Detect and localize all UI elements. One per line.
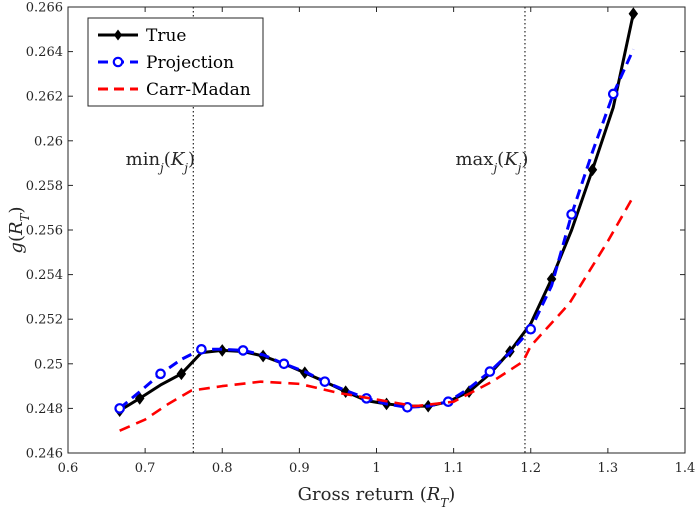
point-projection — [402, 401, 413, 413]
y-tick-label: 0.262 — [26, 90, 63, 105]
point-projection — [114, 403, 125, 414]
legend-marker — [113, 29, 123, 41]
x-tick-label: 0.8 — [212, 461, 233, 476]
x-tick-label: 0.9 — [289, 461, 310, 476]
series-layer — [114, 7, 639, 432]
series-carr-madan — [119, 195, 635, 432]
legend-label: Carr-Madan — [146, 80, 251, 100]
point-true — [587, 163, 598, 177]
point-projection — [484, 366, 496, 377]
y-tick-label: 0.25 — [34, 357, 63, 372]
annotations: minj(Kj) maxj(Kj) — [126, 149, 529, 175]
legend-marker — [112, 56, 124, 68]
x-tick-label: 1.4 — [675, 461, 696, 476]
y-tick-label: 0.258 — [26, 179, 63, 194]
point-projection — [196, 344, 207, 355]
point-projection — [566, 209, 577, 220]
y-tick-label: 0.246 — [26, 447, 63, 462]
y-tick-label: 0.252 — [26, 313, 63, 328]
min-strike-line-label: minj(Kj) — [126, 149, 195, 175]
axes: 0.6 0.7 0.8 0.9 1 1.1 1.2 1.3 1.4 0.246 0.248 0.25 0… — [6, 1, 695, 508]
legend: True Projection Carr-Madan — [87, 17, 264, 107]
point-projection — [607, 88, 619, 100]
legend-entry-true: True — [98, 26, 186, 46]
y-tick-label: 0.254 — [26, 268, 63, 283]
point-projection — [525, 323, 537, 335]
y-tick-label: 0.264 — [26, 45, 63, 60]
point-projection — [278, 358, 290, 370]
series-line-carr-madan — [119, 195, 635, 432]
point-projection — [319, 376, 331, 387]
y-tick-label: 0.248 — [26, 402, 63, 417]
y-tick-label: 0.256 — [26, 224, 63, 239]
max-strike-line-label: maxj(Kj) — [455, 149, 528, 175]
x-axis-title: Gross return (RT) — [298, 484, 456, 508]
point-projection — [237, 345, 249, 356]
point-true — [134, 392, 145, 405]
x-tick-label: 1.2 — [520, 461, 541, 476]
x-tick-label: 1.1 — [443, 461, 464, 476]
x-tick-label: 1 — [372, 461, 380, 476]
y-tick-label: 0.26 — [34, 134, 63, 149]
x-tick-label: 0.7 — [135, 461, 156, 476]
legend-label: Projection — [146, 53, 234, 73]
x-tick-label: 1.3 — [598, 461, 619, 476]
y-tick-label: 0.266 — [26, 1, 63, 16]
y-axis-title: g(RT) — [6, 206, 32, 253]
legend-entry-projection: Projection — [98, 53, 234, 73]
series-projection — [114, 48, 635, 414]
legend-entry-carr-madan: Carr-Madan — [98, 80, 251, 100]
point-projection — [155, 368, 166, 380]
x-tick-label: 0.6 — [58, 461, 79, 476]
point-true — [628, 7, 639, 21]
legend-label: True — [146, 26, 186, 46]
point-true — [176, 367, 187, 381]
